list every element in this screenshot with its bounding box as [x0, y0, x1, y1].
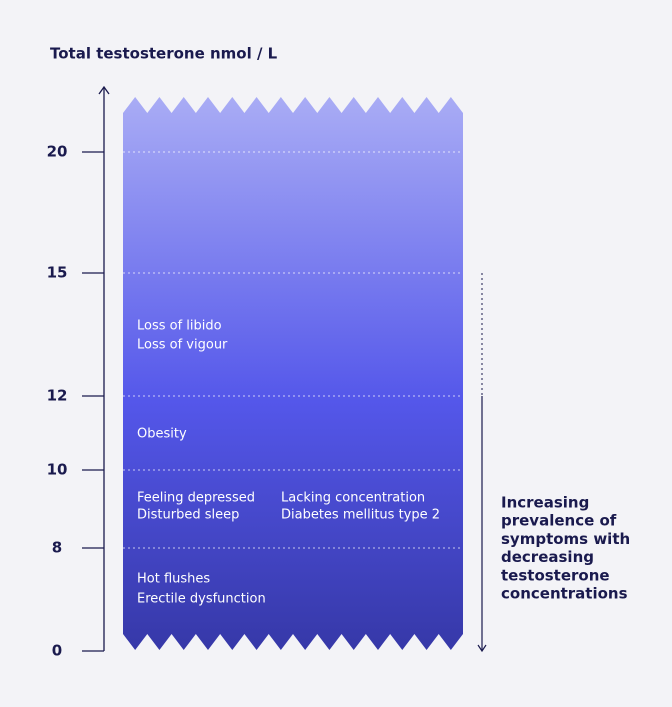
symptom: Feeling depressed	[137, 491, 255, 506]
tick-label: 8	[52, 539, 62, 557]
content: 20 15 12 10 8 0 Loss of libido Loss of vigour Ob…	[47, 143, 631, 660]
tick-label: 15	[47, 264, 68, 282]
symptom: Loss of vigour	[137, 338, 228, 353]
symptom: Erectile dysfunction	[137, 592, 266, 607]
band	[123, 97, 463, 650]
tick-label: 0	[52, 642, 62, 660]
note-line: symptoms with	[501, 530, 630, 548]
symptom: Disturbed sleep	[137, 508, 239, 523]
note-line: concentrations	[501, 585, 628, 603]
symptom: Loss of libido	[137, 319, 222, 334]
tick-label: 10	[47, 461, 68, 479]
symptom: Obesity	[137, 427, 187, 442]
tick-label: 12	[47, 387, 68, 405]
symptom: Diabetes mellitus type 2	[281, 508, 440, 523]
note-line: Increasing	[501, 494, 589, 512]
note-arrow	[477, 644, 487, 653]
axis-title: Total testosterone nmol / L	[50, 45, 278, 63]
symptom: Lacking concentration	[281, 491, 425, 506]
note-line: prevalence of	[501, 512, 617, 530]
note-line: testosterone	[501, 566, 610, 584]
tick-label: 20	[47, 143, 68, 161]
axis-arrow	[98, 85, 110, 95]
symptom: Hot flushes	[137, 572, 210, 587]
note-line: decreasing	[501, 548, 594, 566]
